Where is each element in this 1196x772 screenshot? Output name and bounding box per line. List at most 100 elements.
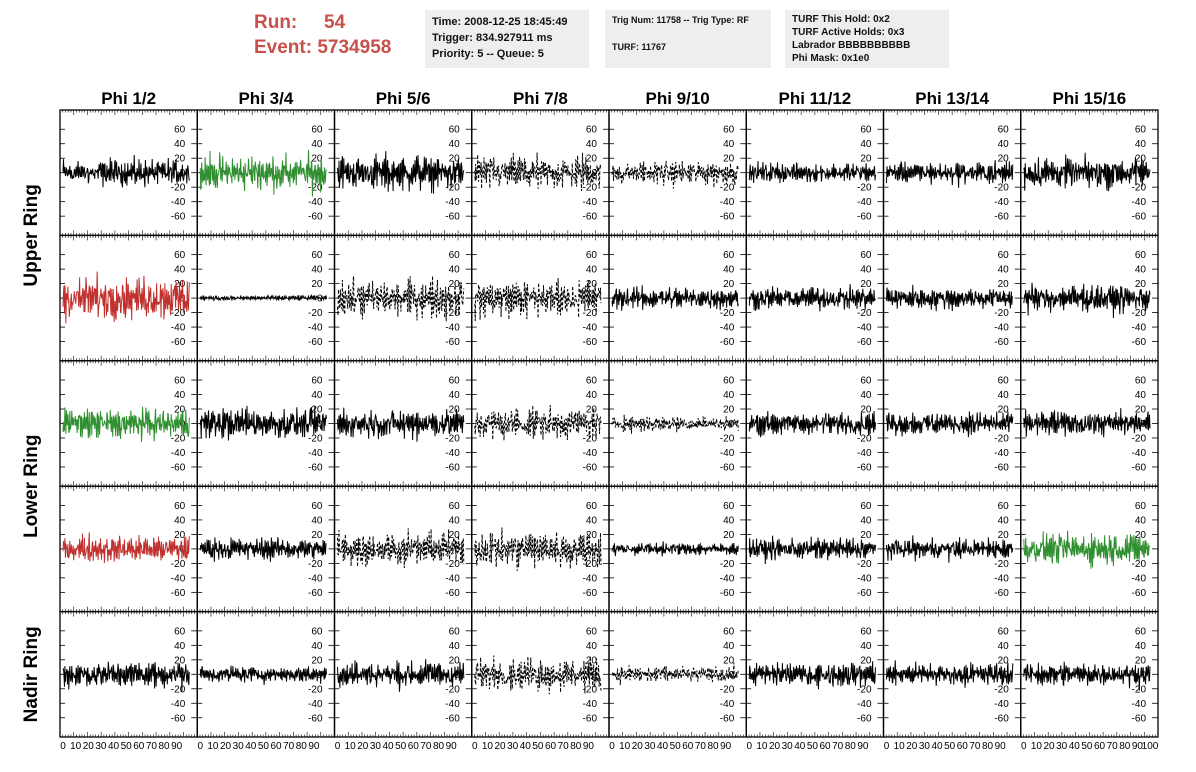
column-header: Phi 1/2	[101, 89, 156, 108]
y-tick-label: 60	[723, 626, 735, 637]
waveform-trace	[748, 161, 876, 184]
y-tick-label: 40	[998, 515, 1010, 526]
run-event-box: Run: 54 Event: 5734958	[254, 10, 391, 60]
turf-active-line: TURF Active Holds: 0x3	[792, 27, 905, 38]
y-tick-label: 40	[311, 641, 323, 652]
column-header: Phi 9/10	[645, 89, 709, 108]
y-tick-label: -40	[171, 323, 186, 334]
waveform-trace	[474, 655, 602, 695]
y-tick-label: -40	[308, 573, 323, 584]
y-tick-label: 40	[311, 139, 323, 150]
y-tick-label: 0	[454, 168, 460, 179]
y-tick-label: -20	[445, 183, 460, 194]
y-tick-label: -20	[994, 308, 1009, 319]
waveform-trace	[748, 661, 876, 690]
y-tick-label: 20	[723, 405, 735, 416]
y-tick-label: 60	[860, 501, 872, 512]
y-tick-label: -20	[171, 559, 186, 570]
y-tick-label: 40	[1135, 390, 1147, 401]
y-tick-label: -60	[857, 212, 872, 223]
y-tick-label: -60	[445, 462, 460, 473]
turf-info-box: TURF This Hold: 0x2 TURF Active Holds: 0…	[785, 10, 949, 68]
waveform-trace	[199, 665, 327, 685]
y-tick-label: 20	[174, 530, 186, 541]
y-tick-label: 40	[998, 265, 1010, 276]
y-tick-label: 40	[860, 265, 872, 276]
y-tick-label: 40	[723, 515, 735, 526]
waveform-trace	[1023, 152, 1151, 192]
y-tick-label: -40	[857, 448, 872, 459]
waveform-trace	[199, 293, 327, 302]
y-tick-label: -60	[171, 588, 186, 599]
waveform-trace	[1023, 408, 1151, 438]
trig-num-line: Trig Num: 11758 -- Trig Type: RF	[612, 15, 749, 25]
y-tick-label: 60	[311, 501, 323, 512]
y-tick-label: 40	[586, 265, 598, 276]
y-tick-label: 20	[449, 154, 461, 165]
y-tick-label: -20	[308, 684, 323, 695]
y-tick-label: 20	[449, 655, 461, 666]
y-tick-label: -20	[308, 308, 323, 319]
y-tick-label: 20	[723, 530, 735, 541]
y-tick-label: 40	[174, 139, 186, 150]
y-tick-label: 20	[998, 279, 1010, 290]
y-tick-label: 40	[449, 139, 461, 150]
y-tick-label: 40	[998, 641, 1010, 652]
ring-label: Lower Ring	[21, 434, 42, 537]
y-tick-label: 60	[449, 376, 461, 387]
y-tick-label: -60	[583, 212, 598, 223]
y-tick-label: -40	[857, 323, 872, 334]
y-tick-label: 0	[591, 544, 597, 555]
event-value: 5734958	[317, 37, 392, 58]
y-tick-label: -40	[445, 197, 460, 208]
waveform-trace	[611, 160, 739, 189]
y-tick-label: -40	[1132, 573, 1147, 584]
y-tick-label: 60	[1135, 125, 1147, 136]
y-tick-label: 20	[1135, 154, 1147, 165]
y-tick-label: 20	[723, 655, 735, 666]
y-tick-label: -20	[583, 308, 598, 319]
y-tick-label: 20	[1135, 530, 1147, 541]
y-tick-label: -40	[1132, 323, 1147, 334]
y-tick-label: -20	[583, 183, 598, 194]
y-tick-label: -60	[583, 713, 598, 724]
waveform-trace	[199, 149, 327, 197]
waveform-trace	[611, 414, 739, 434]
y-tick-label: -60	[857, 337, 872, 348]
y-tick-label: -20	[583, 559, 598, 570]
y-tick-label: 20	[174, 655, 186, 666]
y-tick-label: 60	[174, 501, 186, 512]
y-tick-label: -40	[1132, 197, 1147, 208]
y-tick-label: 40	[586, 515, 598, 526]
priority-line: Priority: 5 -- Queue: 5	[432, 48, 544, 60]
y-tick-label: -20	[308, 433, 323, 444]
trig-info-box: Trig Num: 11758 -- Trig Type: RF TURF: 1…	[605, 10, 771, 68]
run-value: 54	[324, 12, 346, 33]
y-tick-label: 20	[174, 405, 186, 416]
y-tick-label: 40	[311, 390, 323, 401]
y-tick-label: -40	[308, 699, 323, 710]
y-tick-label: 20	[449, 530, 461, 541]
turf-hold-line: TURF This Hold: 0x2	[792, 14, 890, 25]
y-tick-label: -40	[1132, 448, 1147, 459]
y-tick-label: -20	[720, 559, 735, 570]
y-tick-label: 20	[1135, 655, 1147, 666]
y-tick-label: 20	[311, 655, 323, 666]
y-tick-label: -20	[171, 183, 186, 194]
y-tick-label: 20	[723, 154, 735, 165]
y-tick-label: -60	[308, 713, 323, 724]
waveform-trace	[199, 537, 327, 562]
y-tick-label: -60	[994, 212, 1009, 223]
y-tick-label: 20	[449, 405, 461, 416]
y-tick-label: -20	[583, 433, 598, 444]
